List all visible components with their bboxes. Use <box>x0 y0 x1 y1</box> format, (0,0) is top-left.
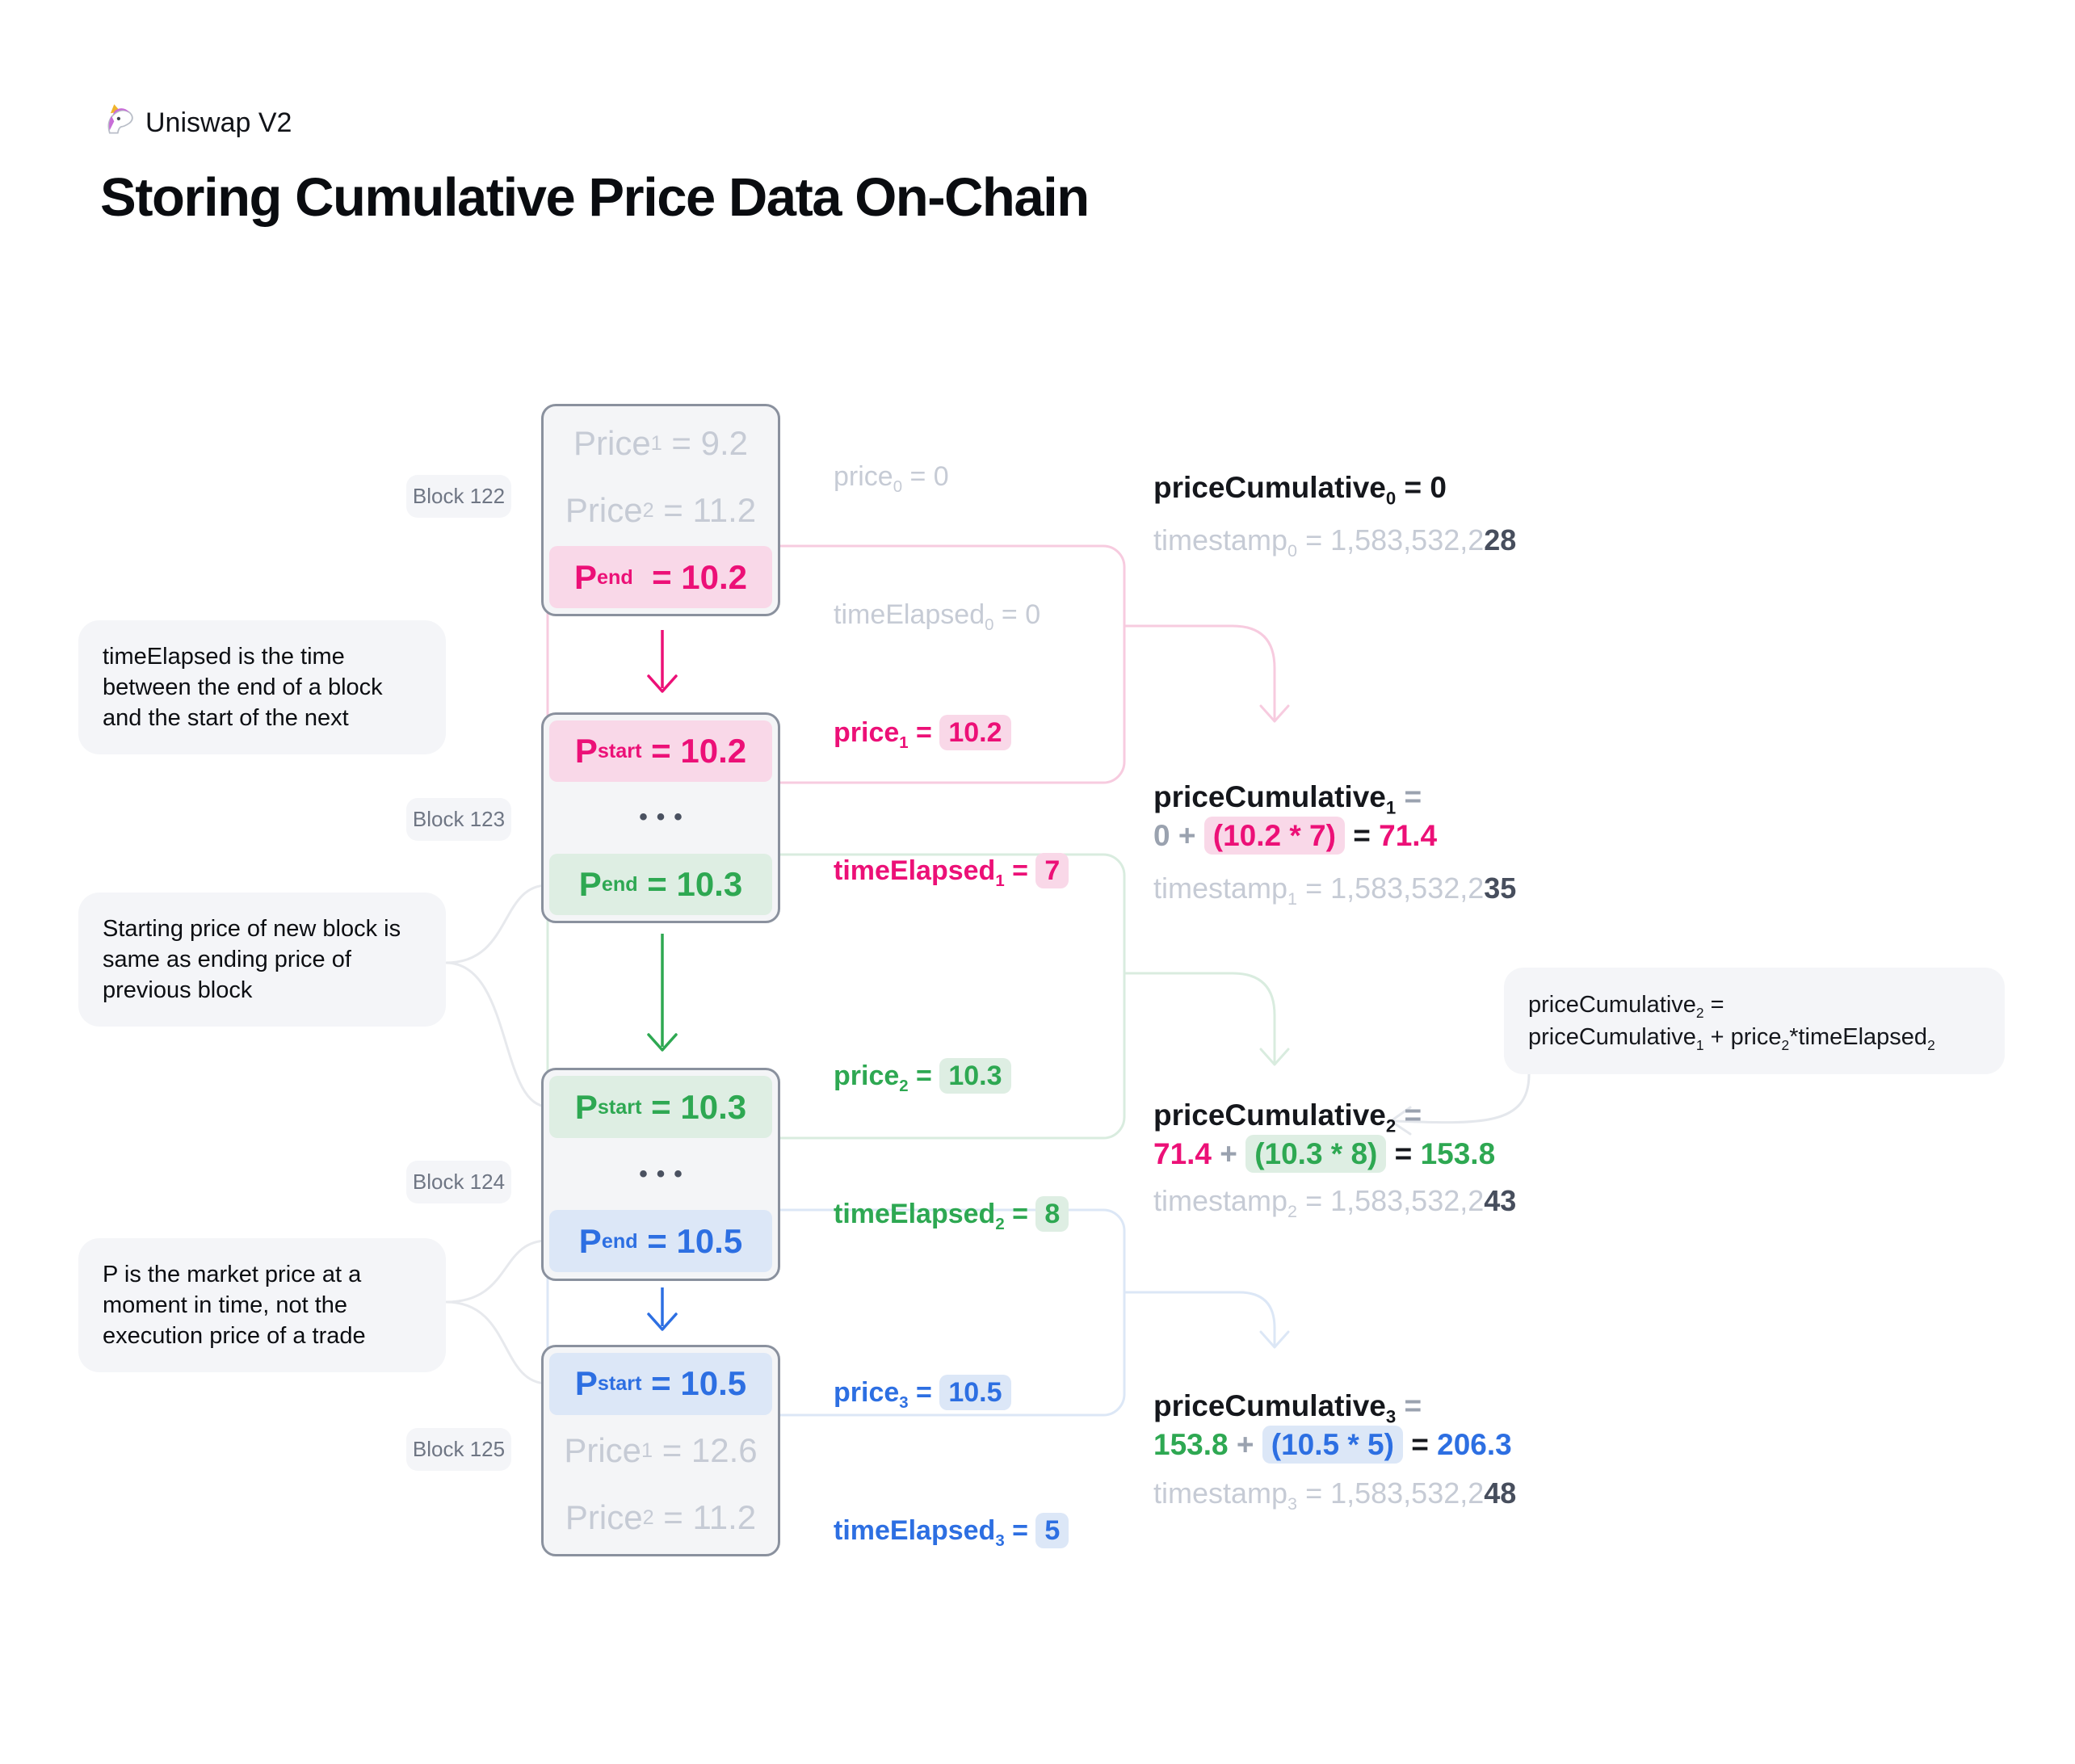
time-elapsed0-line: timeElapsed0 = 0 <box>834 599 1041 634</box>
price-cumulative-2-calc: 71.4 + (10.3 * 8) = 153.8 <box>1153 1135 1495 1173</box>
price-cumulative-3-title: priceCumulative3 = <box>1153 1389 1422 1427</box>
blue-flow-arrowhead-icon <box>647 1312 678 1331</box>
pink-branch-arrowhead-icon <box>1259 704 1290 723</box>
block-122-label: Block 122 <box>406 475 511 518</box>
transition-1-annotation: price1 = 10.2 timeElapsed1 = 7 <box>834 618 1069 940</box>
block-125-price2-row: Price 2 = 11.2 <box>565 1497 757 1536</box>
block-125-label: Block 125 <box>406 1428 511 1471</box>
timestamp-1-line: timestamp1 = 1,583,532,235 <box>1153 872 1517 909</box>
price-cumulative-1-title: priceCumulative1 = <box>1153 780 1422 818</box>
price2-line: price2 = 10.3 <box>834 1053 1069 1099</box>
tooltip-line-2: priceCumulative1 + price2*timeElapsed2 <box>1528 1024 1935 1053</box>
tooltip-arrowhead-icon <box>1389 1106 1412 1136</box>
blue-transition-outline <box>546 1208 1126 1417</box>
callout2-to-pend-curve <box>445 884 548 964</box>
timestamp-0-line: timestamp0 = 1,583,532,228 <box>1153 523 1517 561</box>
timestamp-2-line: timestamp2 = 1,583,532,243 <box>1153 1184 1517 1222</box>
green-branch-arrow <box>1124 972 1276 1063</box>
time-elapsed2-line: timeElapsed2 = 8 <box>834 1191 1069 1237</box>
brand: Uniswap V2 <box>103 103 292 143</box>
unicorn-logo-icon <box>103 103 136 143</box>
block-124-label: Block 124 <box>406 1161 511 1203</box>
pink-flow-arrowhead-icon <box>647 674 678 693</box>
transition-3-annotation: price3 = 10.5 timeElapsed3 = 5 <box>834 1278 1069 1600</box>
pink-branch-arrow <box>1124 624 1276 720</box>
tooltip-line-1: priceCumulative2 = <box>1528 992 1724 1021</box>
price3-line: price3 = 10.5 <box>834 1370 1069 1416</box>
block-122-price1-row: Price 1 = 9.2 <box>573 423 748 462</box>
callout2-to-pstart-curve <box>445 961 548 1108</box>
timestamp-3-line: timestamp3 = 1,583,532,248 <box>1153 1476 1517 1514</box>
callout3-to-pstart-curve <box>445 1300 548 1385</box>
green-branch-arrowhead-icon <box>1259 1048 1290 1066</box>
block-123-label: Block 123 <box>406 798 511 841</box>
green-transition-outline <box>546 853 1126 1140</box>
cumulative-formula-tooltip: priceCumulative2 = priceCumulative1 + pr… <box>1504 968 2005 1074</box>
block-124-dots: ••• <box>639 1160 691 1187</box>
block-125-price1-row: Price 1 = 12.6 <box>564 1431 758 1469</box>
callout3-to-pend-curve <box>445 1239 548 1304</box>
price-cumulative-2-title: priceCumulative2 = <box>1153 1098 1422 1136</box>
tooltip-pointer-curve <box>1393 1073 1531 1124</box>
callout-starting-price: Starting price of new block is same as e… <box>78 892 446 1027</box>
price-cumulative-0-title: priceCumulative0 = 0 <box>1153 471 1447 509</box>
page-title: Storing Cumulative Price Data On-Chain <box>100 167 1090 228</box>
price-cumulative-1-calc: 0 + (10.2 * 7) = 71.4 <box>1153 817 1437 855</box>
brand-name: Uniswap V2 <box>145 107 292 138</box>
time-elapsed1-line: timeElapsed1 = 7 <box>834 848 1069 894</box>
price1-line: price1 = 10.2 <box>834 710 1069 756</box>
callout-time-elapsed: timeElapsed is the time between the end … <box>78 620 446 754</box>
transition-2-annotation: price2 = 10.3 timeElapsed2 = 8 <box>834 961 1069 1283</box>
price0-line: price0 = 0 <box>834 461 949 496</box>
blue-branch-arrow <box>1124 1291 1276 1346</box>
green-flow-arrowhead-icon <box>647 1033 678 1052</box>
time-elapsed3-line: timeElapsed3 = 5 <box>834 1508 1069 1554</box>
callout-market-price: P is the market price at a moment in tim… <box>78 1238 446 1372</box>
transition-0-annotation: price0 = 0 timeElapsed0 = 0 <box>834 362 1040 684</box>
block-123-dots: ••• <box>639 804 691 831</box>
price-cumulative-3-calc: 153.8 + (10.5 * 5) = 206.3 <box>1153 1426 1512 1464</box>
block-122-price2-row: Price 2 = 11.2 <box>565 490 757 529</box>
blue-branch-arrowhead-icon <box>1259 1330 1290 1349</box>
pink-transition-outline <box>546 544 1126 784</box>
